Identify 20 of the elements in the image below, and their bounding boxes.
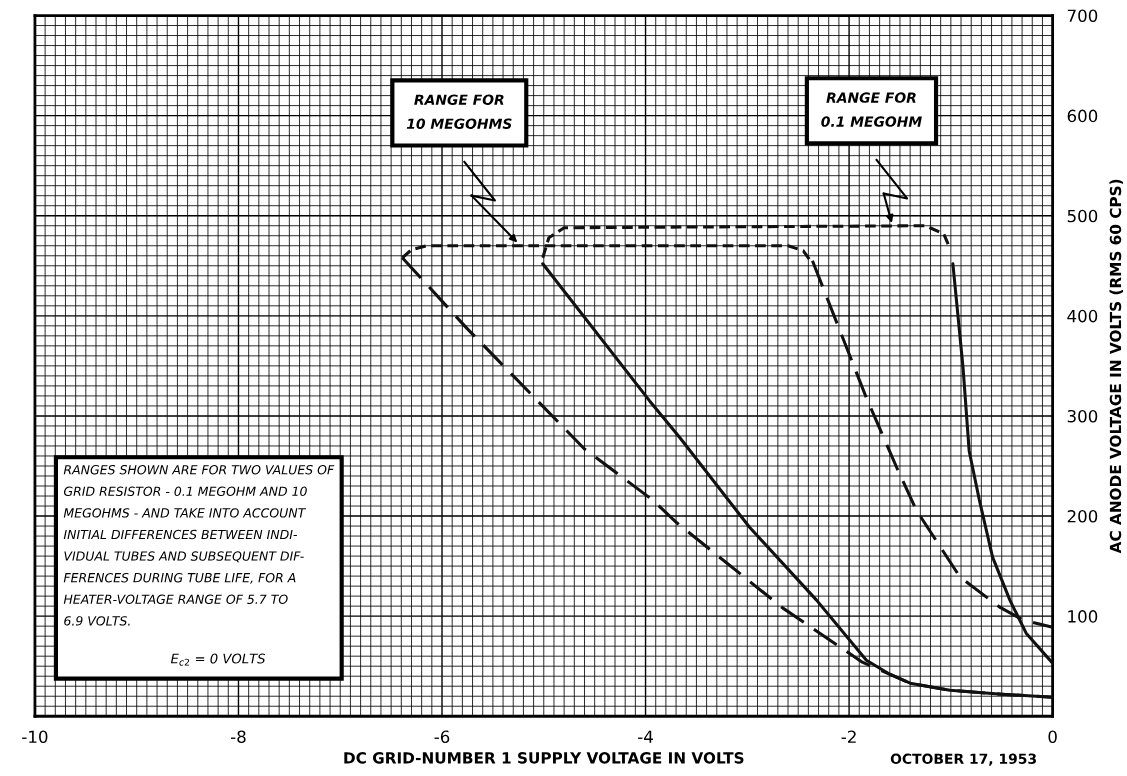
x-axis-title: DC GRID-NUMBER 1 SUPPLY VOLTAGE IN VOLTS (344, 752, 744, 764)
y-tick-label: 700 (1067, 9, 1098, 23)
y-axis-title: AC ANODE VOLTAGE IN VOLTS (RMS 60 CPS) (1109, 179, 1124, 554)
x-tick-label: -8 (230, 730, 246, 744)
y-tick-label: 400 (1067, 309, 1098, 323)
y-tick-label: 100 (1068, 610, 1098, 623)
y-tick-label: 500 (1067, 209, 1098, 223)
x-tick-label: -2 (841, 730, 856, 743)
y-tick-label: 200 (1067, 510, 1098, 523)
x-tick-label: 0 (1048, 730, 1057, 744)
annotation: E$_{c2}$ = 0 VOLTS (170, 653, 266, 666)
text: OCTOBER 17, 1953 (890, 753, 1036, 766)
y-tick-label: 300 (1067, 409, 1098, 423)
annotation: RANGE FOR 0.1 MEGOHM (821, 92, 922, 127)
y-tick-label: 600 (1067, 109, 1098, 123)
x-tick-label: -6 (434, 730, 450, 744)
annotation: RANGES SHOWN ARE FOR TWO VALUES OF GRID RESISTOR - 0.1 MEGOHM AND 10 MEGOHMS - AND TAKE INTO ACCOUNT INITIAL DIFFERENCES BETWEEN INDI- VIDUAL TUBES AND SUBSEQUENT DIF- FERENCES DURING TUBE LIFE, FOR A HEATER-VOLTAGE RANGE OF 5.7 TO 6.9 VOLTS. (63, 464, 335, 626)
x-tick-label: -10 (22, 730, 48, 744)
annotation: RANGE FOR 10 MEGOHMS (406, 94, 512, 129)
x-tick-label: -4 (638, 730, 653, 743)
